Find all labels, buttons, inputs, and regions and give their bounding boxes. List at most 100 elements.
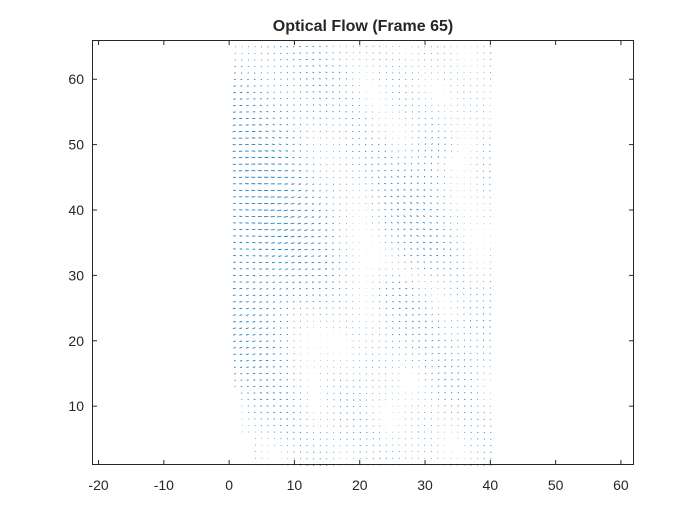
flow-arrow <box>360 46 361 47</box>
flow-arrow <box>386 328 387 329</box>
flow-arrow <box>340 419 341 420</box>
x-tick-label: 20 <box>352 477 368 493</box>
flow-arrow <box>490 177 491 178</box>
flow-arrow <box>424 169 425 170</box>
flow-arrow <box>360 387 361 388</box>
flow-arrow <box>332 98 333 99</box>
flow-arrow <box>418 419 419 420</box>
flow-arrow <box>417 262 418 263</box>
flow-arrow <box>359 164 360 165</box>
flow-arrow <box>437 47 438 48</box>
flow-arrow <box>490 59 491 60</box>
flow-arrow <box>247 79 248 80</box>
flow-arrow <box>273 105 274 106</box>
flow-arrow <box>477 320 478 321</box>
flow-arrow <box>379 289 380 290</box>
flow-arrow <box>430 262 432 263</box>
flow-arrow <box>399 458 400 459</box>
flow-arrow <box>313 445 314 446</box>
flow-arrow <box>405 321 407 322</box>
flow-arrow <box>425 451 426 452</box>
flow-arrow <box>267 425 268 426</box>
flow-arrow <box>484 465 485 466</box>
flow-arrow <box>233 229 236 230</box>
flow-arrow <box>347 445 348 446</box>
flow-arrow <box>477 301 478 302</box>
flow-arrow <box>334 419 335 420</box>
flow-arrow <box>353 406 354 407</box>
flow-arrow <box>424 262 425 263</box>
flow-arrow <box>353 387 354 388</box>
flow-arrow <box>366 53 367 54</box>
flow-arrow <box>274 432 275 433</box>
chart-title: Optical Flow (Frame 65) <box>273 18 453 35</box>
flow-arrow <box>392 445 393 446</box>
flow-arrow <box>272 151 275 152</box>
flow-arrow <box>405 341 406 342</box>
flow-arrow <box>346 158 347 159</box>
flow-arrow <box>280 321 281 322</box>
flow-arrow <box>399 341 400 342</box>
flow-arrow <box>347 393 348 394</box>
flow-arrow <box>293 302 294 303</box>
flow-arrow <box>457 301 458 302</box>
flow-arrow <box>293 295 295 296</box>
flow-arrow <box>266 354 268 355</box>
flow-arrow <box>490 333 491 334</box>
flow-arrow <box>353 380 354 381</box>
flow-arrow <box>385 209 386 210</box>
flow-arrow <box>233 223 236 224</box>
flow-arrow <box>419 281 420 282</box>
flow-arrow <box>255 419 256 420</box>
flow-arrow <box>346 85 347 86</box>
flow-arrow <box>346 66 347 67</box>
flow-arrow <box>418 425 419 426</box>
flow-arrow <box>347 380 348 381</box>
flow-arrow <box>405 73 406 74</box>
flow-arrow <box>490 66 491 67</box>
flow-arrow <box>484 452 485 453</box>
flow-arrow <box>412 432 413 433</box>
flow-arrow <box>233 255 235 256</box>
flow-arrow <box>259 275 261 276</box>
flow-arrow <box>432 124 433 125</box>
flow-arrow <box>339 65 340 66</box>
flow-arrow <box>477 314 478 315</box>
flow-arrow <box>347 387 348 388</box>
flow-arrow <box>294 92 295 93</box>
flow-arrow <box>386 275 387 276</box>
flow-arrow <box>477 281 478 282</box>
flow-arrow <box>398 157 399 158</box>
flow-arrow <box>313 131 314 132</box>
flow-arrow <box>327 177 328 178</box>
flow-arrow <box>437 216 439 217</box>
flow-arrow <box>458 406 459 407</box>
flow-arrow <box>425 150 426 151</box>
flow-arrow <box>255 425 256 426</box>
flow-arrow <box>240 86 242 87</box>
flow-arrow <box>438 60 439 61</box>
flow-arrow <box>424 268 425 269</box>
flow-arrow <box>277 223 281 224</box>
flow-arrow <box>386 282 387 283</box>
flow-arrow <box>470 307 471 308</box>
flow-arrow <box>445 118 446 119</box>
flow-arrow <box>405 308 407 309</box>
flow-arrow <box>334 413 335 414</box>
flow-arrow <box>260 406 262 407</box>
flow-arrow <box>458 353 459 354</box>
flow-arrow <box>254 73 255 74</box>
flow-arrow <box>464 353 465 354</box>
flow-arrow <box>241 60 242 61</box>
flow-arrow <box>347 400 348 401</box>
flow-arrow <box>347 439 348 440</box>
flow-arrow <box>333 197 334 198</box>
flow-arrow <box>293 289 295 290</box>
flow-arrow <box>423 249 425 250</box>
flow-arrow <box>471 452 472 453</box>
flow-arrow <box>273 341 275 342</box>
flow-arrow <box>430 229 432 230</box>
flow-arrow <box>399 321 400 322</box>
flow-arrow <box>307 131 308 132</box>
